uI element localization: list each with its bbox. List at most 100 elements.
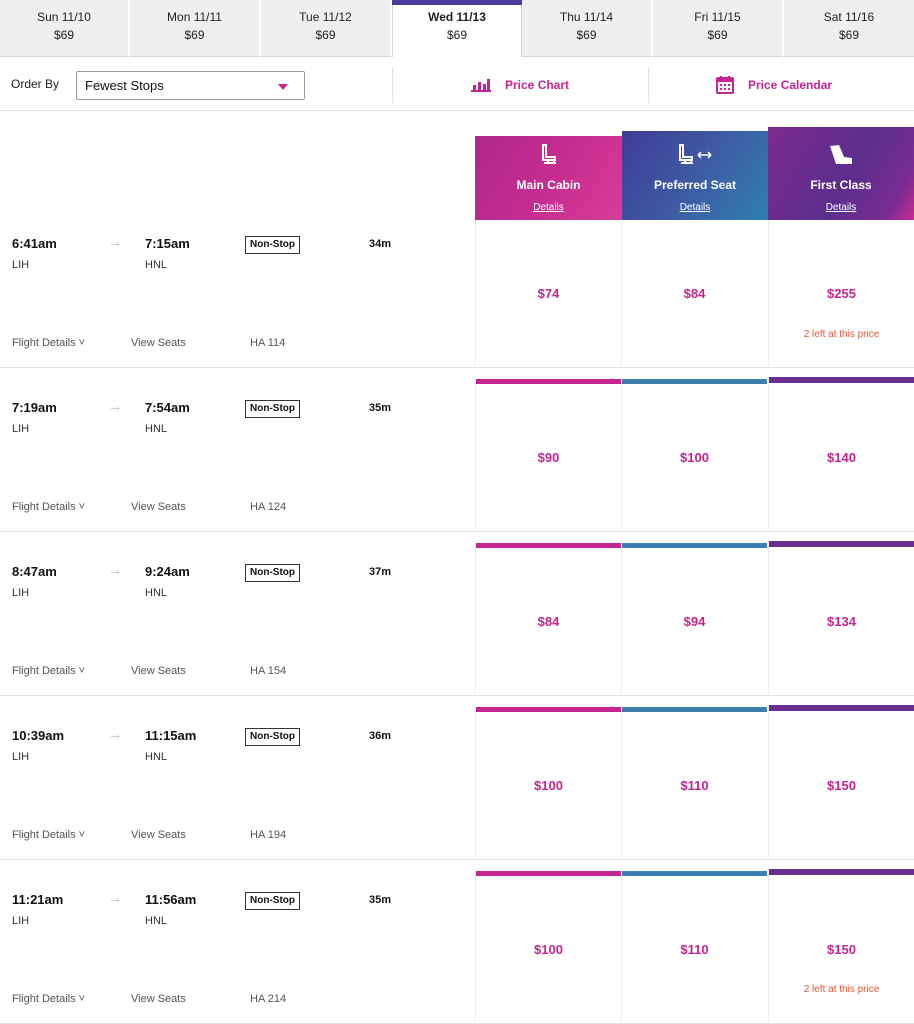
order-by-label: Order By [11,77,60,91]
fare-color-bar [622,707,767,712]
fare-details-link[interactable]: Details [533,202,564,213]
duration: 34m [369,238,392,250]
duration: 37m [369,566,392,578]
date-tab[interactable]: Sat 11/16 $69 [784,0,914,57]
date-tab-price: $69 [184,28,205,42]
fare-price: $94 [683,614,706,629]
fare-cell-first-class[interactable]: $140 [768,377,914,532]
fare-color-bar [476,707,621,712]
fare-cell-first-class[interactable]: $150 2 left at this price [768,869,914,1024]
stops-badge: Non-Stop [245,892,300,910]
fare-cell-first-class[interactable]: $150 [768,705,914,860]
fare-cell-main-cabin[interactable]: $90 [475,379,621,532]
duration: 36m [369,730,392,742]
flight-row: 8:47am LIH → 9:24am HNL Non-Stop 37m Fli… [0,531,914,696]
destination-code: HNL [145,423,168,435]
fare-name: Main Cabin [516,178,581,192]
row-divider [0,695,914,696]
fare-price: $100 [680,450,709,465]
fare-header-main-cabin: Main Cabin Details [475,136,622,220]
origin-code: LIH [12,423,30,435]
fare-cell-main-cabin[interactable]: $84 [475,543,621,696]
fare-price: $150 [827,942,856,957]
fare-cell-preferred-seat[interactable]: $110 [621,707,767,860]
fare-name: Preferred Seat [653,178,737,192]
fare-cell-preferred-seat[interactable]: $84 [621,220,767,368]
fare-price: $90 [537,450,560,465]
date-tab-day: Mon 11/11 [167,10,222,24]
seat-icon [475,144,622,166]
date-tab-day: Fri 11/15 [694,10,741,24]
date-tab[interactable]: Tue 11/12 $69 [261,0,392,57]
date-tab-price: $69 [53,28,75,42]
depart-time: 8:47am [12,564,57,579]
fare-cell-main-cabin[interactable]: $100 [475,707,621,860]
stops-badge: Non-Stop [245,564,300,582]
fare-price: $100 [534,778,563,793]
fare-price: $255 [827,286,856,301]
fare-color-bar [622,543,767,548]
fare-price: $134 [827,614,856,629]
duration: 35m [369,894,392,906]
date-tab-day: Thu 11/14 [559,10,614,24]
flight-details-toggle[interactable]: Flight Details ˅ [12,501,85,513]
stops-badge: Non-Stop [245,728,300,746]
flight-details-toggle[interactable]: Flight Details ˅ [12,665,85,677]
caret-down-icon [278,84,288,90]
fare-cell-preferred-seat[interactable]: $94 [621,543,767,696]
view-seats-link[interactable]: View Seats [131,993,186,1005]
destination-code: HNL [145,915,168,927]
fare-cell-main-cabin[interactable]: $74 [475,220,621,368]
fare-details-link[interactable]: Details [825,202,857,213]
calendar-icon [716,76,734,94]
fare-cell-main-cabin[interactable]: $100 [475,871,621,1024]
depart-time: 7:19am [12,400,57,415]
bar-chart-icon [471,79,491,92]
flight-number: HA 154 [250,665,287,677]
fare-cell-preferred-seat[interactable]: $100 [621,379,767,532]
flight-details-label: Flight Details [12,993,76,1005]
view-seats-link[interactable]: View Seats [131,337,186,349]
depart-time: 11:21am [12,892,64,907]
price-chart-label: Price Chart [505,78,570,92]
order-by-select[interactable]: Fewest Stops [76,71,305,100]
view-seats-link[interactable]: View Seats [131,501,186,513]
date-tab[interactable]: Fri 11/15 $69 [653,0,784,57]
fare-color-bar [769,705,914,711]
fare-details-link[interactable]: Details [679,202,711,213]
chevron-down-icon: ˅ [78,829,86,841]
view-seats-link[interactable]: View Seats [131,665,186,677]
destination-code: HNL [145,259,168,271]
date-tab-selected[interactable]: Wed 11/13 $69 [392,0,522,57]
fare-cell-preferred-seat[interactable]: $110 [621,871,767,1024]
sort-toolbar: Order By Fewest Stops Price Chart Price … [0,57,914,111]
fare-cell-first-class[interactable]: $134 [768,541,914,696]
date-tab[interactable]: Thu 11/14 $69 [522,0,653,57]
price-chart-button[interactable]: Price Chart [471,75,569,95]
flight-number: HA 214 [250,993,287,1005]
origin-code: LIH [12,915,30,927]
flight-details-toggle[interactable]: Flight Details ˅ [12,829,85,841]
fare-color-bar [769,377,914,383]
date-tab[interactable]: Mon 11/11 $69 [130,0,261,57]
chevron-down-icon: ˅ [78,501,86,513]
flight-details-toggle[interactable]: Flight Details ˅ [12,337,85,349]
view-seats-link[interactable]: View Seats [131,829,186,841]
arrive-time: 7:54am [145,400,190,415]
fare-price: $100 [534,942,563,957]
price-calendar-button[interactable]: Price Calendar [716,75,832,95]
flight-details-toggle[interactable]: Flight Details ˅ [12,993,85,1005]
origin-code: LIH [12,751,30,763]
date-tab-day: Sat 11/16 [823,10,875,24]
date-tab-price: $69 [315,28,336,42]
divider [392,67,393,103]
origin-code: LIH [12,259,30,271]
destination-code: HNL [145,587,168,599]
fare-price: $84 [537,614,560,629]
fare-color-bar [769,541,914,547]
date-tab-day: Wed 11/13 [428,10,486,24]
fare-cell-first-class[interactable]: $255 2 left at this price [768,220,914,368]
divider [648,67,649,103]
date-tab[interactable]: Sun 11/10 $69 [0,0,130,57]
flight-number: HA 194 [250,829,287,841]
